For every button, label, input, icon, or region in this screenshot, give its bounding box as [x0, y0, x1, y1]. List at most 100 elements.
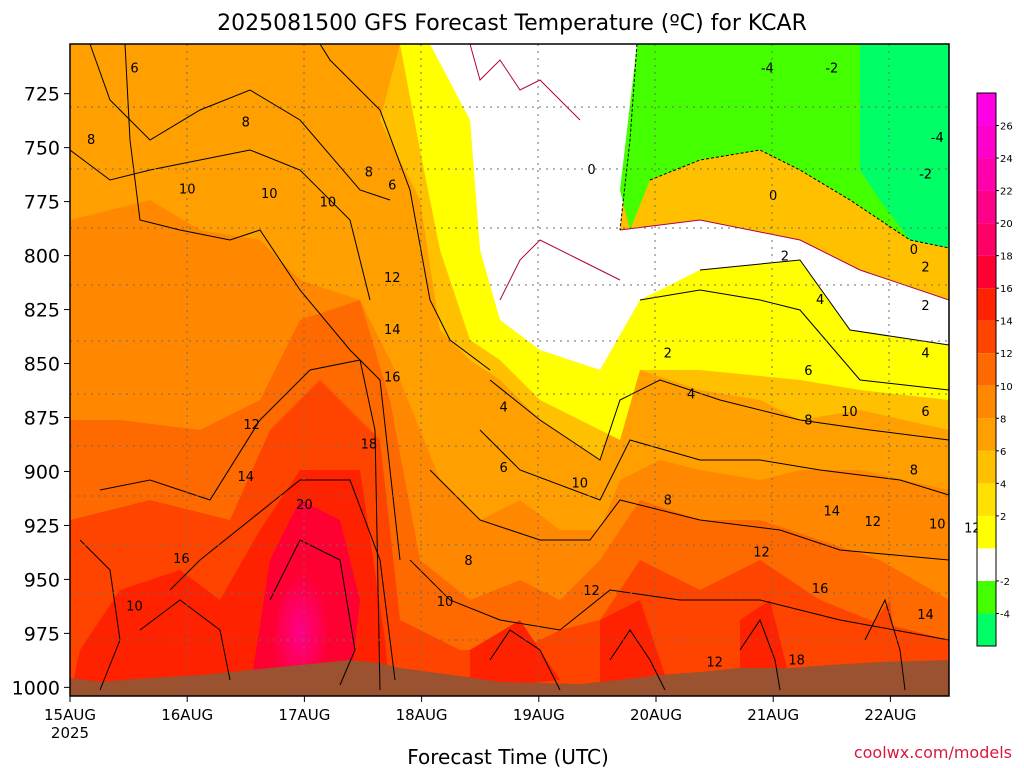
x-tick-label: 19AUG — [513, 706, 565, 724]
contour-label: 0 — [910, 243, 918, 258]
colorbar-swatch — [977, 450, 996, 484]
contour-label: 18 — [361, 437, 378, 452]
y-tick-label: 825 — [24, 300, 60, 322]
contour-label: 0 — [587, 163, 595, 178]
contour-label: 10 — [179, 183, 196, 198]
contour-label: 10 — [126, 599, 143, 614]
contour-label: -4 — [931, 131, 944, 146]
contour-label: 8 — [804, 414, 812, 429]
contour-label: 12 — [753, 545, 770, 560]
colorbar-swatch — [977, 223, 996, 256]
colorbar-swatch — [977, 288, 996, 321]
colorbar-tick-label: 18 — [1000, 252, 1013, 263]
colorbar-tick-label: -4 — [1000, 609, 1010, 620]
contour-label: 8 — [87, 133, 95, 148]
y-tick-label: 775 — [24, 192, 60, 214]
x-axis: 15AUG 16AUG 17AUG 18AUG 19AUG 20AUG 21AUG 22AUG… — [44, 696, 916, 742]
contour-label: 2 — [921, 299, 929, 314]
colorbar-tick-label: 12 — [1000, 349, 1013, 360]
chart-title: 2025081500 GFS Forecast Temperature (ºC)… — [217, 11, 807, 36]
y-tick-label: 950 — [24, 569, 60, 591]
colorbar-swatch — [977, 158, 996, 191]
x-tick-label: 17AUG — [278, 706, 330, 724]
colorbar-tick-label: 22 — [1000, 187, 1013, 198]
contour-label: 10 — [437, 595, 454, 610]
x-axis-label: Forecast Time (UTC) — [407, 745, 609, 768]
contour-label: -4 — [761, 62, 774, 77]
x-tick-label: 15AUG — [44, 706, 96, 724]
contour-label: 0 — [769, 189, 777, 204]
colorbar-swatch — [977, 580, 996, 614]
plot-frame — [69, 43, 950, 697]
colorbar-tick-label: 4 — [1000, 479, 1006, 490]
colorbar-swatch — [977, 255, 996, 289]
contour-label: 10 — [572, 476, 589, 491]
x-tick-label: 16AUG — [161, 706, 213, 724]
y-tick-label: 875 — [24, 407, 60, 429]
y-axis: 725 750 775 800 825 850 875 900 925 950 975 1000 — [12, 84, 70, 699]
colorbar-swatch — [977, 418, 996, 451]
contour-label: 2 — [781, 250, 789, 265]
colorbar-swatch — [977, 93, 996, 126]
x-tick-label: 21AUG — [747, 706, 799, 724]
x-tick-label: 22AUG — [864, 706, 916, 724]
contour-label: 14 — [384, 323, 401, 338]
colorbar-tick-label: 14 — [1000, 317, 1013, 328]
y-tick-label: 900 — [24, 461, 60, 483]
band-0-2 — [430, 44, 949, 370]
terrain-surface — [70, 660, 949, 696]
contour-label: 16 — [173, 552, 190, 567]
y-tick-label: 800 — [24, 246, 60, 268]
contour-label: 14 — [824, 504, 841, 519]
colorbar-frame — [976, 92, 997, 647]
contour-label: 8 — [664, 494, 672, 509]
colorbar-swatch — [977, 385, 996, 419]
contour-label: 18 — [788, 653, 805, 668]
colorbar-tick-label: 16 — [1000, 284, 1013, 295]
x-tick-label: 18AUG — [396, 706, 448, 724]
y-tick-label: 750 — [24, 138, 60, 160]
colorbar-tick-label: 6 — [1000, 447, 1006, 458]
contour-label: 10 — [841, 405, 858, 420]
y-tick-label: 725 — [24, 84, 60, 106]
colorbar-tick-label: 26 — [1000, 122, 1013, 133]
contour-label: 4 — [499, 401, 507, 416]
temperature-field — [70, 44, 949, 696]
y-tick-label: 850 — [24, 354, 60, 376]
contour-label: 4 — [687, 388, 695, 403]
colorbar-tick-label: 20 — [1000, 219, 1013, 230]
contour-label: 10 — [320, 196, 337, 211]
contour-label: 8 — [910, 463, 918, 478]
contour-label: 8 — [464, 554, 472, 569]
colorbar-tick-label: 2 — [1000, 512, 1006, 523]
isotherm-contours — [70, 44, 949, 691]
colorbar-swatch — [977, 483, 996, 516]
band-22-plus — [270, 560, 330, 680]
contour-label: 14 — [917, 608, 934, 623]
contour-label: 12 — [243, 418, 260, 433]
y-tick-label: 975 — [24, 623, 60, 645]
contour-label: 6 — [130, 62, 138, 77]
contour-label: 12 — [706, 655, 723, 670]
colorbar-swatch — [977, 613, 996, 646]
y-tick-label: 1000 — [12, 677, 60, 699]
x-tick-label: 20AUG — [630, 706, 682, 724]
contour-label: -2 — [825, 62, 838, 77]
contour-label: 16 — [812, 582, 829, 597]
contour-label: 6 — [499, 461, 507, 476]
contour-label: 8 — [365, 165, 373, 180]
contour-label: 6 — [388, 178, 396, 193]
credit-link[interactable]: coolwx.com/models — [854, 743, 1012, 762]
contour-label: -2 — [919, 168, 932, 183]
colorbar-swatch — [977, 190, 996, 224]
contour-label: 6 — [921, 405, 929, 420]
contour-label: 10 — [929, 517, 946, 532]
colorbar-tick-label: -2 — [1000, 577, 1010, 588]
contour-label: 2 — [664, 347, 672, 362]
colorbar-swatch — [977, 125, 996, 159]
colorbar-swatch — [977, 320, 996, 354]
contour-label: 12 — [583, 584, 600, 599]
contour-label: 12 — [865, 515, 882, 530]
